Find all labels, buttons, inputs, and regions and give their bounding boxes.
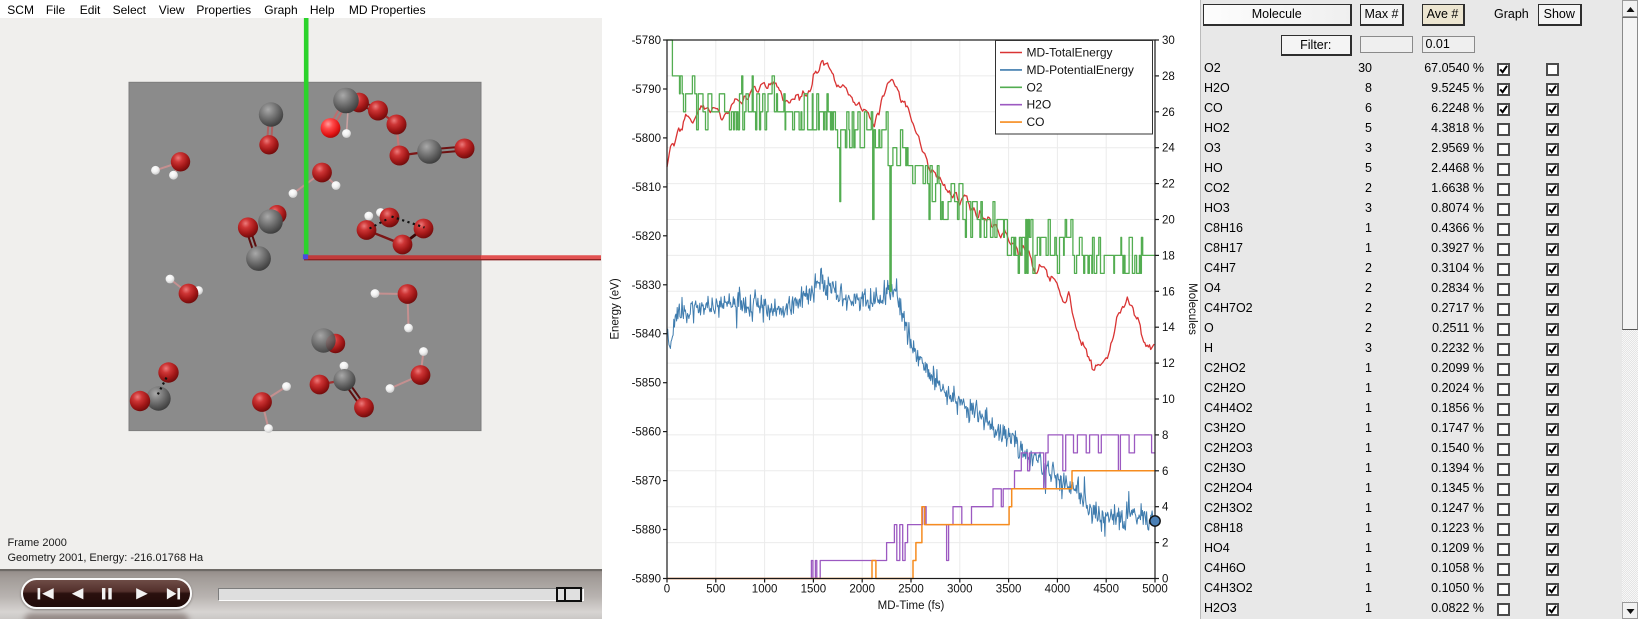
svg-text:26: 26 xyxy=(1162,107,1175,119)
svg-text:-5880: -5880 xyxy=(632,525,661,537)
svg-text:1500: 1500 xyxy=(801,584,827,596)
svg-text:H2O: H2O xyxy=(1027,98,1052,112)
svg-text:4: 4 xyxy=(1162,502,1169,514)
svg-text:Energy (eV): Energy (eV) xyxy=(610,278,622,340)
svg-text:24: 24 xyxy=(1162,143,1175,155)
svg-text:MD-PotentialEnergy: MD-PotentialEnergy xyxy=(1027,63,1134,77)
svg-text:0: 0 xyxy=(664,584,670,596)
svg-text:3500: 3500 xyxy=(996,584,1022,596)
svg-text:8: 8 xyxy=(1162,430,1168,442)
svg-text:-5780: -5780 xyxy=(632,35,661,47)
svg-text:2: 2 xyxy=(1162,538,1168,550)
svg-text:Molecules: Molecules xyxy=(1186,283,1198,335)
svg-text:-5790: -5790 xyxy=(632,84,661,96)
svg-text:-5810: -5810 xyxy=(632,182,661,194)
svg-text:-5830: -5830 xyxy=(632,280,661,292)
svg-text:-5800: -5800 xyxy=(632,133,661,145)
svg-text:30: 30 xyxy=(1162,35,1175,47)
svg-text:5000: 5000 xyxy=(1142,584,1168,596)
svg-text:22: 22 xyxy=(1162,179,1175,191)
svg-text:1000: 1000 xyxy=(752,584,778,596)
svg-text:3000: 3000 xyxy=(947,584,973,596)
svg-text:O2: O2 xyxy=(1027,80,1043,94)
svg-text:0: 0 xyxy=(1162,574,1168,586)
svg-text:-5850: -5850 xyxy=(632,378,661,390)
svg-text:12: 12 xyxy=(1162,358,1175,370)
svg-text:28: 28 xyxy=(1162,71,1175,83)
svg-text:20: 20 xyxy=(1162,215,1175,227)
svg-text:4000: 4000 xyxy=(1045,584,1071,596)
svg-text:16: 16 xyxy=(1162,286,1175,298)
svg-text:6: 6 xyxy=(1162,466,1168,478)
svg-text:2500: 2500 xyxy=(898,584,924,596)
svg-text:CO: CO xyxy=(1027,115,1045,129)
svg-text:MD-Time (fs): MD-Time (fs) xyxy=(878,600,945,612)
svg-text:-5890: -5890 xyxy=(632,574,661,586)
svg-text:10: 10 xyxy=(1162,394,1175,406)
svg-text:-5820: -5820 xyxy=(632,231,661,243)
svg-text:-5840: -5840 xyxy=(632,329,661,341)
svg-text:-5870: -5870 xyxy=(632,476,661,488)
svg-text:4500: 4500 xyxy=(1093,584,1119,596)
svg-text:18: 18 xyxy=(1162,250,1175,262)
svg-text:500: 500 xyxy=(706,584,725,596)
svg-text:-5860: -5860 xyxy=(632,427,661,439)
svg-text:2000: 2000 xyxy=(849,584,875,596)
svg-text:14: 14 xyxy=(1162,322,1175,334)
svg-text:MD-TotalEnergy: MD-TotalEnergy xyxy=(1027,46,1113,60)
